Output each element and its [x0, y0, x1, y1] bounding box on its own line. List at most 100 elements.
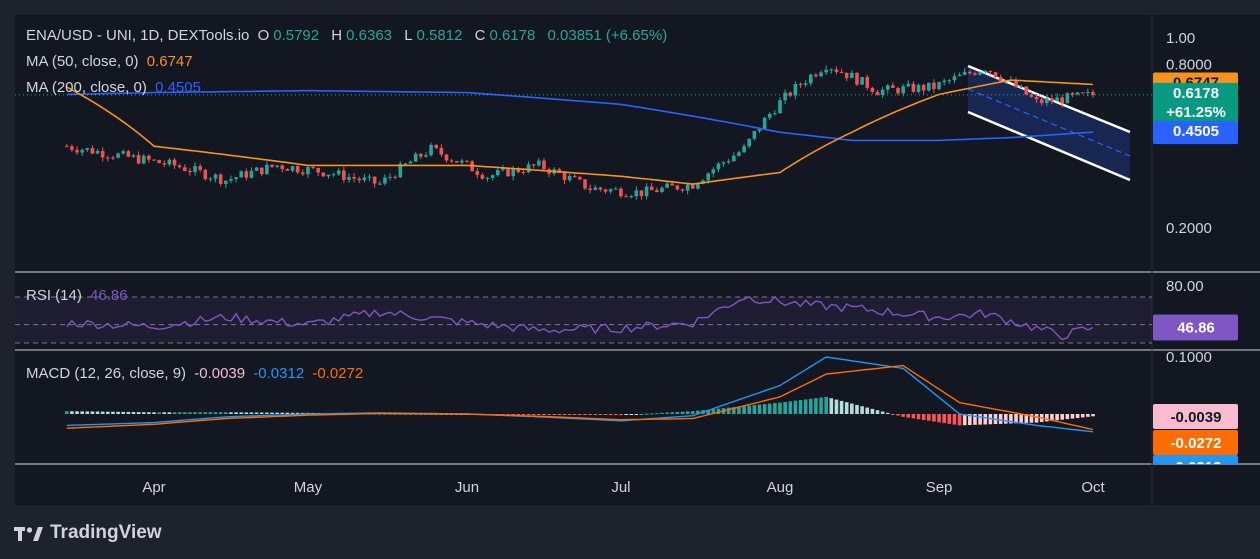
macd-hist-bar — [265, 412, 269, 414]
macd-hist-bar — [696, 410, 700, 414]
macd-hist-bar — [983, 414, 988, 425]
macd-hist-bar — [182, 412, 187, 414]
macd-hist-bar — [670, 412, 675, 414]
candle-body — [973, 73, 977, 75]
macd-hist-bar — [675, 412, 680, 414]
macd-hist-bar — [767, 403, 772, 414]
candle-body — [880, 89, 885, 96]
candle-body — [578, 177, 582, 180]
macd-hist-bar — [111, 411, 115, 414]
candle-body — [244, 171, 249, 178]
candle-body — [208, 178, 213, 180]
candle-body — [70, 146, 74, 150]
rsi-line — [66, 295, 1094, 341]
ma50-line — [66, 79, 1094, 185]
ma200-legend: MA (200, close, 0) 0.4505 — [26, 79, 205, 96]
candle-body — [742, 146, 746, 153]
candle-body — [203, 169, 208, 180]
candle-body — [495, 169, 500, 176]
price-badge-label: +61.25% — [1166, 104, 1226, 121]
macd-hist-bar — [844, 402, 849, 414]
rsi-value: 46.86 — [90, 287, 128, 304]
candle-body — [614, 188, 618, 190]
candle-body — [1091, 91, 1095, 95]
price-tick-label: 0.2000 — [1166, 220, 1212, 237]
macd-hist-bar — [788, 401, 793, 414]
candle-body — [429, 144, 433, 156]
candle-body — [275, 165, 279, 167]
candle-body — [177, 165, 182, 168]
candle-body — [901, 86, 905, 94]
candle-body — [798, 84, 803, 86]
candle-body — [347, 177, 351, 180]
macd-hist-bar — [244, 412, 249, 414]
candle-body — [434, 144, 439, 148]
candle-body — [947, 80, 952, 82]
candle-body — [767, 113, 772, 118]
macd-hist-bar — [680, 411, 685, 414]
candle-body — [1039, 99, 1044, 104]
candle-body — [393, 176, 397, 178]
macd-hist-bar — [644, 413, 649, 415]
candle-body — [413, 153, 418, 162]
ma50-legend: MA (50, close, 0) 0.6747 — [26, 53, 197, 70]
candle-body — [439, 147, 444, 155]
candle-body — [1045, 98, 1049, 104]
macd-hist-bar — [783, 401, 787, 414]
candle-body — [542, 160, 546, 170]
macd-hist-bar — [70, 411, 74, 414]
candle-body — [254, 167, 259, 171]
candle-body — [993, 72, 998, 78]
ma200-value: 0.4505 — [155, 79, 201, 96]
ma200-label: MA (200, close, 0) — [26, 79, 147, 96]
candle-body — [665, 183, 669, 188]
close-label: C — [474, 27, 486, 44]
candle-body — [608, 189, 613, 192]
macd-hist-bar — [1014, 414, 1018, 424]
candle-body — [270, 164, 274, 167]
macd-hist-bar — [911, 414, 916, 419]
macd-hist-bar — [218, 412, 223, 414]
time-tick-label: Sep — [926, 479, 953, 496]
candle-body — [157, 160, 161, 164]
tradingview-logo[interactable]: TradingView — [14, 520, 162, 546]
macd-hist-bar — [95, 411, 100, 414]
candle-body — [737, 152, 741, 156]
macd-hist-bar — [234, 412, 238, 414]
candle-body — [383, 177, 387, 184]
macd-hist-bar — [141, 412, 146, 414]
candle-body — [711, 169, 716, 174]
candle-body — [377, 183, 382, 185]
candle-body — [988, 70, 993, 73]
macd-hist-bar — [552, 414, 557, 415]
candle-body — [885, 85, 890, 90]
macd-hist-bar — [665, 412, 669, 414]
macd-hist-bar — [1060, 414, 1065, 420]
macd-badge-layer: -0.0312 — [1153, 455, 1238, 476]
macd-hist-bar — [685, 411, 690, 414]
macd-hist-bar — [1003, 414, 1008, 424]
macd-hist-bar — [906, 414, 911, 418]
macd-hist-bar — [511, 414, 515, 415]
macd-hist-bar — [275, 412, 279, 414]
ma200-badge-label: 0.4505 — [1173, 123, 1219, 140]
candle-body — [942, 80, 946, 83]
candle-body — [757, 129, 762, 132]
candle-body — [629, 196, 633, 198]
macd-hist-bar — [537, 414, 541, 415]
macd-hist-bar — [1055, 414, 1059, 421]
macd-hist-bar — [162, 412, 167, 414]
macd-hist-bar — [690, 411, 695, 414]
candle-body — [1075, 92, 1080, 95]
close-value: 0.6178 — [489, 27, 536, 44]
macd-line-badge-label: -0.0312 — [1171, 459, 1222, 476]
candle-body — [336, 170, 341, 175]
price-tick-label: 1.00 — [1166, 30, 1195, 47]
macd-hist-bar — [629, 414, 633, 415]
candle-body — [562, 172, 567, 181]
candle-body — [511, 168, 515, 177]
candle-body — [850, 72, 854, 79]
candle-body — [732, 155, 736, 162]
